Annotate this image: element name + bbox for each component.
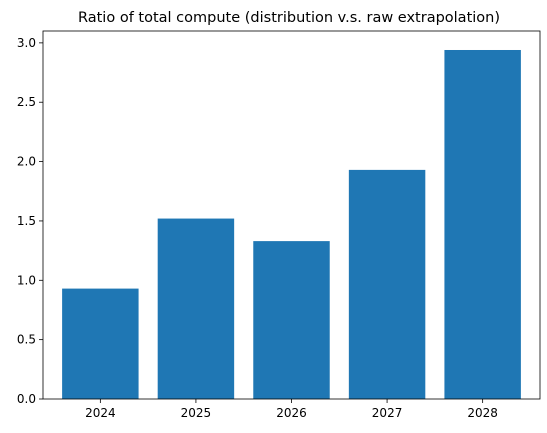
x-tick-label: 2025 [181,406,212,420]
bar-2028 [444,49,521,399]
x-tick-label: 2027 [372,406,403,420]
y-tick-label: 1.0 [17,273,36,287]
plot-frame [42,30,541,400]
bars-group [62,49,521,399]
x-axis: 2024 2025 2026 2027 2028 [85,399,498,420]
bar-2024 [62,288,139,399]
bar-2027 [348,169,426,399]
y-tick-label: 2.0 [17,155,36,169]
y-tick-label: 0.5 [17,333,36,347]
x-tick-label: 2026 [276,406,307,420]
y-tick-label: 0.0 [17,392,36,406]
y-tick-label: 1.5 [17,214,36,228]
chart-title: Ratio of total compute (distribution v.s… [78,10,500,26]
x-tick-label: 2028 [467,406,498,420]
bar-2026 [253,241,330,399]
x-tick-label: 2024 [85,406,116,420]
y-tick-label: 3.0 [17,36,36,50]
bar-2025 [157,218,235,399]
y-axis: 0.0 0.5 1.0 1.5 2.0 2.5 3.0 [17,36,43,406]
y-tick-label: 2.5 [17,95,36,109]
